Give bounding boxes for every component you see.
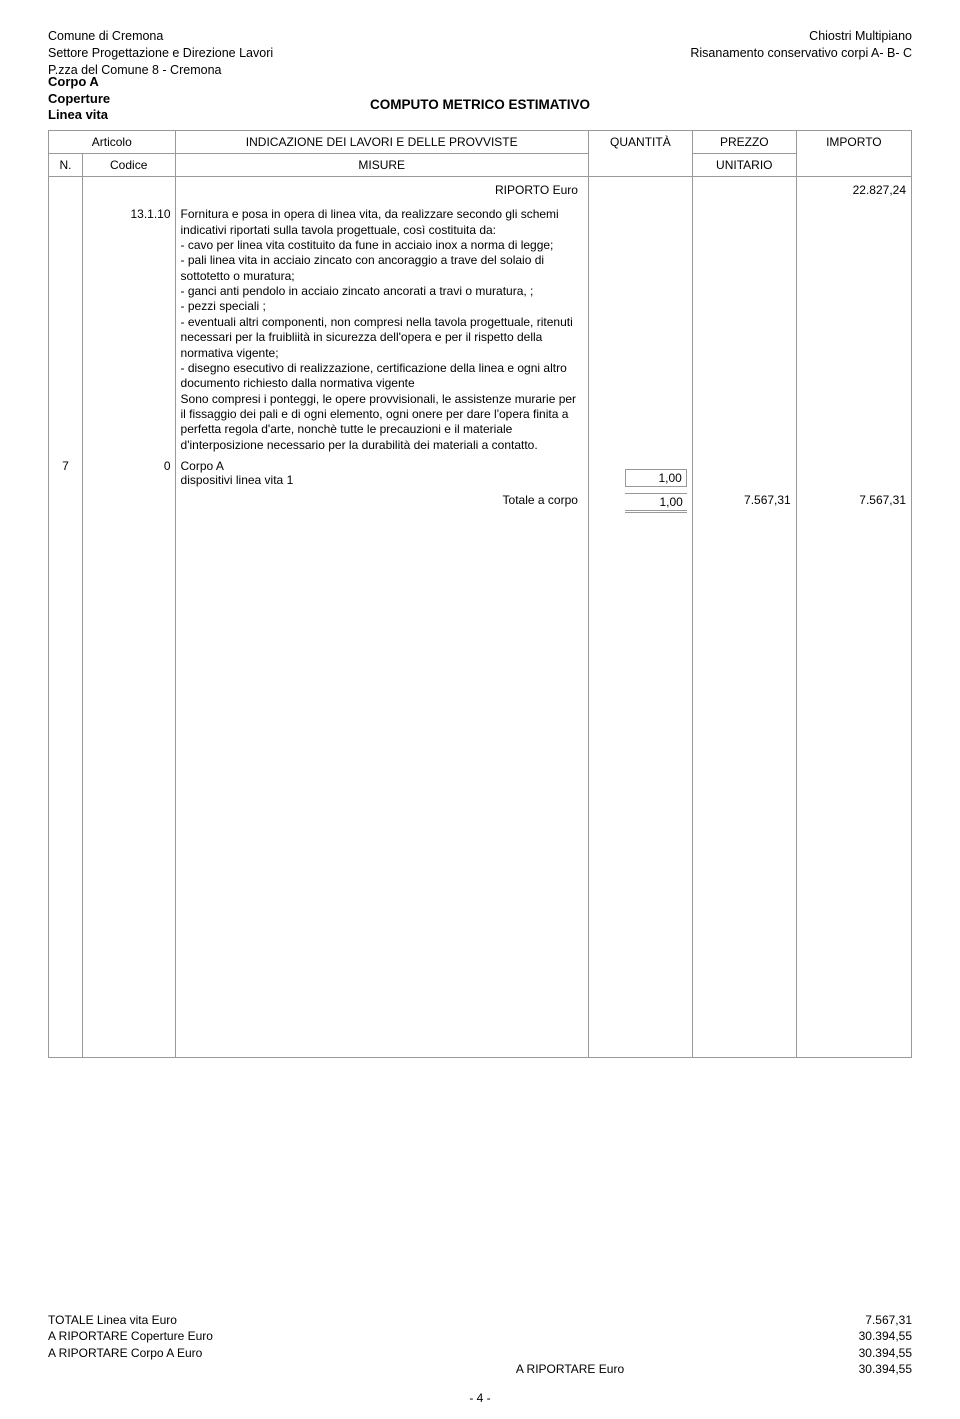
row-n: 7 [49, 455, 83, 489]
th-prezzo: PREZZO [692, 131, 796, 154]
footer-value-2: 30.394,55 [792, 1328, 912, 1344]
row-qty-cell: 1,00 [588, 455, 692, 489]
spacer-row [49, 517, 912, 1057]
total-qty: 1,00 [625, 493, 687, 513]
th-quantita: QUANTITÀ [588, 131, 692, 177]
th-indicazione: INDICAZIONE DEI LAVORI E DELLE PROVVISTE [175, 131, 588, 154]
estimate-table: Articolo INDICAZIONE DEI LAVORI E DELLE … [48, 130, 912, 1057]
sub-row-7: 7 0 Corpo A dispositivi linea vita 1 1,0… [49, 455, 912, 489]
total-qty-cell: 1,00 [588, 489, 692, 517]
footer-label-1: TOTALE Linea vita Euro [48, 1312, 792, 1328]
total-label: Totale a corpo [175, 489, 588, 517]
header-right-line1: Chiostri Multipiano [690, 28, 912, 45]
riporto-row: RIPORTO Euro 22.827,24 [49, 177, 912, 204]
footer-block: TOTALE Linea vita Euro 7.567,31 A RIPORT… [48, 1312, 912, 1377]
total-amount: 7.567,31 [796, 489, 911, 517]
row-sub2: dispositivi linea vita 1 [181, 473, 583, 487]
page-container: Comune di Cremona Settore Progettazione … [0, 0, 960, 1419]
th-importo: IMPORTO [796, 131, 911, 177]
th-n: N. [49, 154, 83, 177]
header-right: Chiostri Multipiano Risanamento conserva… [690, 28, 912, 79]
header-right-line2: Risanamento conservativo corpi A- B- C [690, 45, 912, 62]
footer-label-3: A RIPORTARE Corpo A Euro [48, 1345, 792, 1361]
page-number: - 4 - [0, 1391, 960, 1405]
row-qty: 1,00 [625, 469, 687, 487]
item-description: Fornitura e posa in opera di linea vita,… [175, 203, 588, 455]
footer-riportare-row: A RIPORTARE Euro 30.394,55 [48, 1361, 912, 1377]
total-row: Totale a corpo 1,00 7.567,31 7.567,31 [49, 489, 912, 517]
footer-value-1: 7.567,31 [792, 1312, 912, 1328]
riporto-label: RIPORTO Euro [175, 177, 588, 204]
footer-row-2: A RIPORTARE Coperture Euro 30.394,55 [48, 1328, 912, 1344]
header-left-line1: Comune di Cremona [48, 28, 273, 45]
th-unitario: UNITARIO [692, 154, 796, 177]
th-articolo: Articolo [49, 131, 176, 154]
row-code: 0 [82, 455, 175, 489]
footer-value-3: 30.394,55 [792, 1345, 912, 1361]
item-row: 13.1.10 Fornitura e posa in opera di lin… [49, 203, 912, 455]
item-code: 13.1.10 [82, 203, 175, 455]
page-header: Comune di Cremona Settore Progettazione … [48, 28, 912, 79]
header-left: Comune di Cremona Settore Progettazione … [48, 28, 273, 79]
header-left-line2: Settore Progettazione e Direzione Lavori [48, 45, 273, 62]
footer-riportare-value: 30.394,55 [792, 1361, 912, 1377]
row-sub1: Corpo A [181, 459, 583, 473]
footer-label-2: A RIPORTARE Coperture Euro [48, 1328, 792, 1344]
row-sub-desc: Corpo A dispositivi linea vita 1 [175, 455, 588, 489]
riporto-amount: 22.827,24 [796, 177, 911, 204]
th-codice: Codice [82, 154, 175, 177]
footer-row-3: A RIPORTARE Corpo A Euro 30.394,55 [48, 1345, 912, 1361]
footer-row-1: TOTALE Linea vita Euro 7.567,31 [48, 1312, 912, 1328]
total-price: 7.567,31 [692, 489, 796, 517]
table-header: Articolo INDICAZIONE DEI LAVORI E DELLE … [49, 131, 912, 177]
footer-riportare-label: A RIPORTARE Euro [48, 1361, 792, 1377]
th-misure: MISURE [175, 154, 588, 177]
